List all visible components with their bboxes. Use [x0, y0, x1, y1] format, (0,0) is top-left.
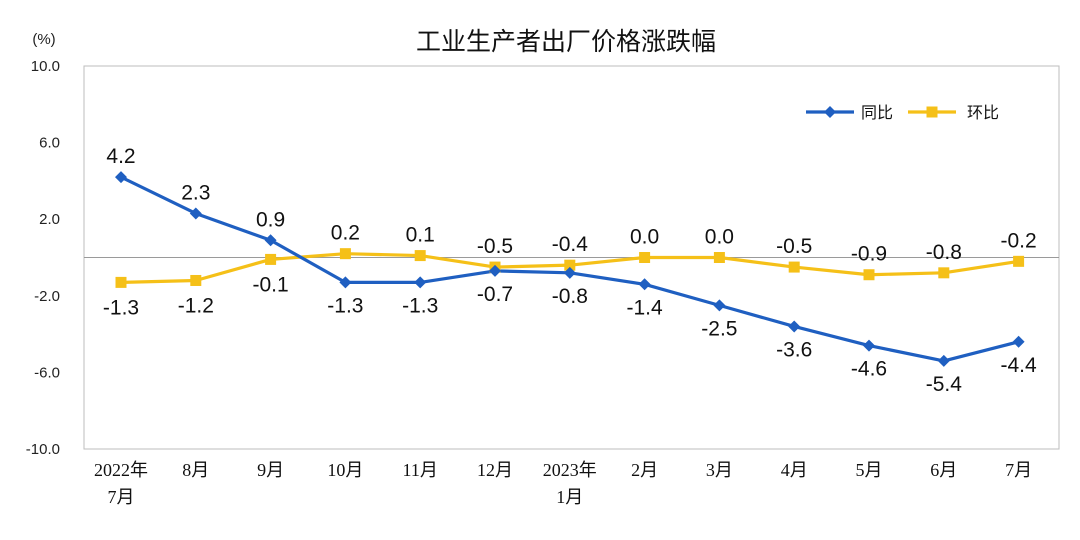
legend: 同比 环比: [806, 103, 999, 122]
data-label-yoy: -0.8: [552, 285, 588, 308]
legend-label: 同比: [861, 103, 893, 122]
data-point: [937, 354, 950, 367]
data-label-yoy: -1.3: [402, 294, 438, 317]
data-point: [713, 252, 725, 263]
x-tick-label: 11月: [403, 460, 438, 480]
legend-marker: [824, 106, 836, 118]
x-tick-label: 3月: [706, 460, 733, 480]
data-point: [339, 276, 352, 289]
data-label-mom: -0.8: [926, 241, 962, 264]
data-label-yoy: 2.3: [181, 181, 210, 204]
x-tick-label: 12月: [477, 460, 513, 480]
series-markers: [115, 171, 1025, 367]
y-tick-label: 6.0: [39, 135, 60, 152]
data-point: [863, 339, 875, 352]
data-label-mom: -0.5: [776, 235, 812, 258]
y-axis: 10.0 6.0 2.0 -2.0 -6.0 -10.0: [26, 58, 60, 458]
legend-label: 环比: [967, 103, 999, 122]
data-label-yoy: 0.9: [256, 208, 285, 231]
data-point: [339, 248, 351, 260]
data-point: [265, 253, 277, 265]
data-point: [938, 267, 950, 279]
data-label-mom: -1.3: [103, 296, 139, 319]
data-point: [1013, 255, 1025, 267]
y-tick-label: 10.0: [31, 58, 60, 75]
x-tick-label: 2023年 1月: [543, 460, 597, 507]
data-point: [788, 261, 800, 273]
data-label-mom: -0.2: [1001, 229, 1037, 252]
data-labels: 4.2 -1.3 2.3 -1.2 0.9 -0.1 -1.3 0.2 -1.3 0.1 -0.7 -…: [103, 145, 1037, 396]
data-label-mom: 0.0: [630, 226, 659, 249]
data-label-mom: -1.2: [178, 294, 214, 317]
data-point: [489, 264, 501, 277]
x-tick-label: 8月: [182, 460, 209, 480]
data-label-yoy: -1.4: [627, 296, 664, 319]
data-label-yoy: -5.4: [926, 373, 963, 396]
x-axis: 2022年 7月 8月 9月 10月 11月 12月 2023年 1月 2月 3月 4月 5月 6月 7月: [94, 460, 1032, 507]
data-label-yoy: -2.5: [701, 317, 737, 340]
data-point: [563, 266, 576, 279]
y-tick-label: -10.0: [26, 441, 60, 458]
data-label-mom: 0.1: [406, 224, 435, 247]
legend-marker: [926, 106, 938, 118]
data-label-yoy: -4.6: [851, 358, 887, 381]
x-tick-label: 2月: [631, 460, 658, 480]
data-label-mom: 0.0: [705, 226, 734, 249]
data-label-mom: -0.9: [851, 243, 887, 266]
y-tick-label: -2.0: [34, 288, 60, 305]
data-point: [863, 269, 875, 281]
y-tick-label: 2.0: [39, 211, 60, 228]
data-label-mom: 0.2: [331, 222, 360, 245]
y-tick-label: -6.0: [34, 364, 60, 381]
x-tick-label: 10月: [327, 460, 363, 480]
data-point: [189, 207, 202, 220]
data-point: [713, 299, 726, 312]
y-axis-unit: (%): [32, 31, 55, 48]
data-point: [414, 276, 427, 289]
x-tick-label: 4月: [781, 460, 808, 480]
data-point: [564, 259, 576, 271]
data-label-yoy: -4.4: [1001, 354, 1038, 377]
data-label-mom: -0.4: [552, 233, 589, 256]
data-point: [788, 320, 801, 333]
x-tick-label: 9月: [257, 460, 284, 480]
data-label-mom: -0.5: [477, 235, 513, 258]
x-tick-label: 5月: [856, 460, 883, 480]
data-point: [115, 171, 127, 184]
data-point: [190, 274, 202, 286]
data-point: [115, 276, 127, 288]
x-tick-label: 2022年 7月: [94, 460, 148, 507]
data-point: [639, 252, 651, 263]
x-tick-label: 7月: [1005, 460, 1032, 480]
data-label-yoy: -0.7: [477, 283, 513, 306]
data-label-yoy: -1.3: [327, 294, 363, 317]
x-tick-label: 6月: [930, 460, 957, 480]
chart-title: 工业生产者出厂价格涨跌幅: [416, 27, 716, 56]
data-label-yoy: -3.6: [776, 338, 812, 361]
data-label-mom: -0.1: [253, 273, 289, 296]
data-point: [638, 278, 651, 291]
data-point: [414, 250, 426, 262]
data-point: [264, 234, 277, 247]
data-label-yoy: 4.2: [106, 145, 135, 168]
data-point: [1012, 335, 1025, 348]
